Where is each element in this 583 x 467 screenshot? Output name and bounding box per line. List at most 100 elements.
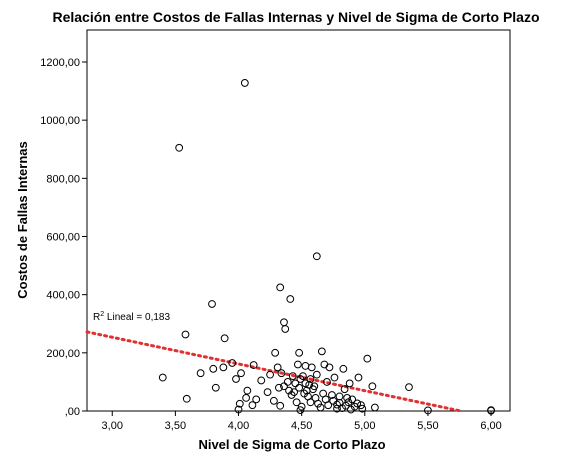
chart-title: Relación entre Costos de Fallas Internas… bbox=[52, 9, 539, 25]
x-tick-label: 5,50 bbox=[417, 420, 438, 432]
data-point bbox=[208, 300, 216, 308]
data-point bbox=[353, 399, 362, 408]
data-point bbox=[271, 348, 280, 357]
data-point bbox=[276, 283, 285, 292]
data-point bbox=[296, 375, 305, 383]
data-point bbox=[232, 375, 240, 383]
data-point bbox=[347, 405, 355, 414]
data-point bbox=[280, 382, 288, 391]
data-point bbox=[281, 325, 290, 333]
fit-line bbox=[85, 330, 463, 413]
x-tick-label: 5,00 bbox=[354, 420, 375, 432]
data-point bbox=[311, 394, 320, 402]
fit-line-label: R2 Lineal = 0,183 bbox=[93, 311, 170, 323]
data-point bbox=[368, 382, 377, 391]
data-point bbox=[335, 392, 344, 401]
data-point bbox=[235, 399, 244, 408]
y-axis-label: Costos de Fallas Internas bbox=[15, 141, 30, 299]
data-point bbox=[283, 378, 292, 386]
data-point bbox=[228, 359, 237, 367]
data-point bbox=[273, 363, 282, 372]
data-point bbox=[323, 378, 331, 386]
data-point bbox=[252, 395, 261, 404]
data-point bbox=[277, 369, 286, 378]
fit-line-group: R2 Lineal = 0,183 bbox=[85, 311, 463, 413]
data-point bbox=[312, 252, 321, 261]
data-point bbox=[333, 404, 341, 413]
fit-line-label-r: R bbox=[93, 312, 100, 323]
data-point bbox=[309, 385, 317, 394]
y-tick-label: 200,00 bbox=[46, 348, 80, 360]
data-point bbox=[329, 396, 338, 405]
data-point bbox=[320, 360, 329, 369]
y-tick-label: 1200,00 bbox=[40, 57, 80, 69]
data-point bbox=[487, 406, 495, 415]
x-tick-label: 3,50 bbox=[165, 420, 186, 432]
data-point bbox=[301, 379, 310, 388]
data-point bbox=[306, 375, 315, 383]
data-point bbox=[292, 398, 301, 407]
plot-border bbox=[86, 29, 511, 412]
data-point bbox=[242, 394, 250, 402]
x-tick-label: 6,00 bbox=[480, 420, 501, 432]
data-point bbox=[340, 385, 349, 394]
data-point bbox=[276, 401, 285, 410]
plot-frame bbox=[86, 29, 511, 412]
data-point bbox=[312, 370, 321, 379]
data-point bbox=[295, 348, 304, 357]
data-point bbox=[354, 373, 363, 382]
x-axis-label: Nivel de Sigma de Corto Plazo bbox=[198, 437, 385, 452]
data-point bbox=[243, 386, 252, 395]
y-tick-label: 600,00 bbox=[46, 231, 80, 243]
x-axis: 3,00 3,50 4,00 4,50 5,00 5,50 6,00 bbox=[102, 411, 502, 432]
data-point bbox=[304, 392, 312, 401]
data-point bbox=[248, 401, 257, 410]
x-tick-label: 4,00 bbox=[228, 420, 249, 432]
data-point bbox=[237, 369, 245, 378]
data-point bbox=[307, 363, 316, 372]
data-point bbox=[363, 354, 372, 363]
y-tick-label: ,00 bbox=[65, 406, 80, 418]
data-point bbox=[339, 364, 348, 373]
data-point bbox=[424, 406, 432, 415]
data-point bbox=[211, 383, 220, 392]
y-tick-label: 400,00 bbox=[46, 290, 80, 302]
data-point bbox=[209, 364, 218, 373]
y-tick-label: 800,00 bbox=[46, 173, 80, 185]
data-point bbox=[317, 347, 326, 356]
data-point bbox=[345, 379, 354, 388]
data-point bbox=[158, 373, 167, 382]
data-point bbox=[358, 404, 367, 413]
data-point bbox=[288, 372, 297, 380]
data-point bbox=[196, 369, 205, 378]
data-point bbox=[219, 363, 228, 372]
data-point bbox=[263, 388, 272, 396]
data-point bbox=[181, 330, 190, 339]
x-tick-label: 4,50 bbox=[291, 420, 312, 432]
y-tick-label: 1000,00 bbox=[40, 115, 80, 127]
data-point bbox=[343, 394, 352, 402]
data-point bbox=[296, 406, 305, 415]
data-point bbox=[220, 334, 229, 343]
data-point bbox=[291, 379, 300, 388]
data-point bbox=[370, 403, 379, 412]
data-point bbox=[316, 403, 325, 412]
data-point bbox=[293, 360, 302, 369]
data-point bbox=[330, 373, 339, 382]
data-point bbox=[269, 396, 278, 405]
data-point bbox=[297, 402, 306, 411]
data-point bbox=[301, 362, 310, 370]
fit-line-label-text: Lineal = 0,183 bbox=[104, 312, 170, 323]
data-point bbox=[182, 394, 191, 403]
data-point bbox=[275, 383, 283, 392]
data-point bbox=[287, 391, 296, 399]
data-point bbox=[405, 383, 413, 392]
y-axis: ,00 200,00 400,00 600,00 800,00 1000,00 1200,0… bbox=[40, 57, 87, 418]
data-point bbox=[249, 361, 258, 369]
data-point bbox=[175, 143, 184, 152]
data-point bbox=[280, 318, 288, 327]
data-point bbox=[257, 376, 266, 385]
fit-line-label-sup: 2 bbox=[100, 311, 104, 318]
data-point bbox=[344, 398, 353, 407]
